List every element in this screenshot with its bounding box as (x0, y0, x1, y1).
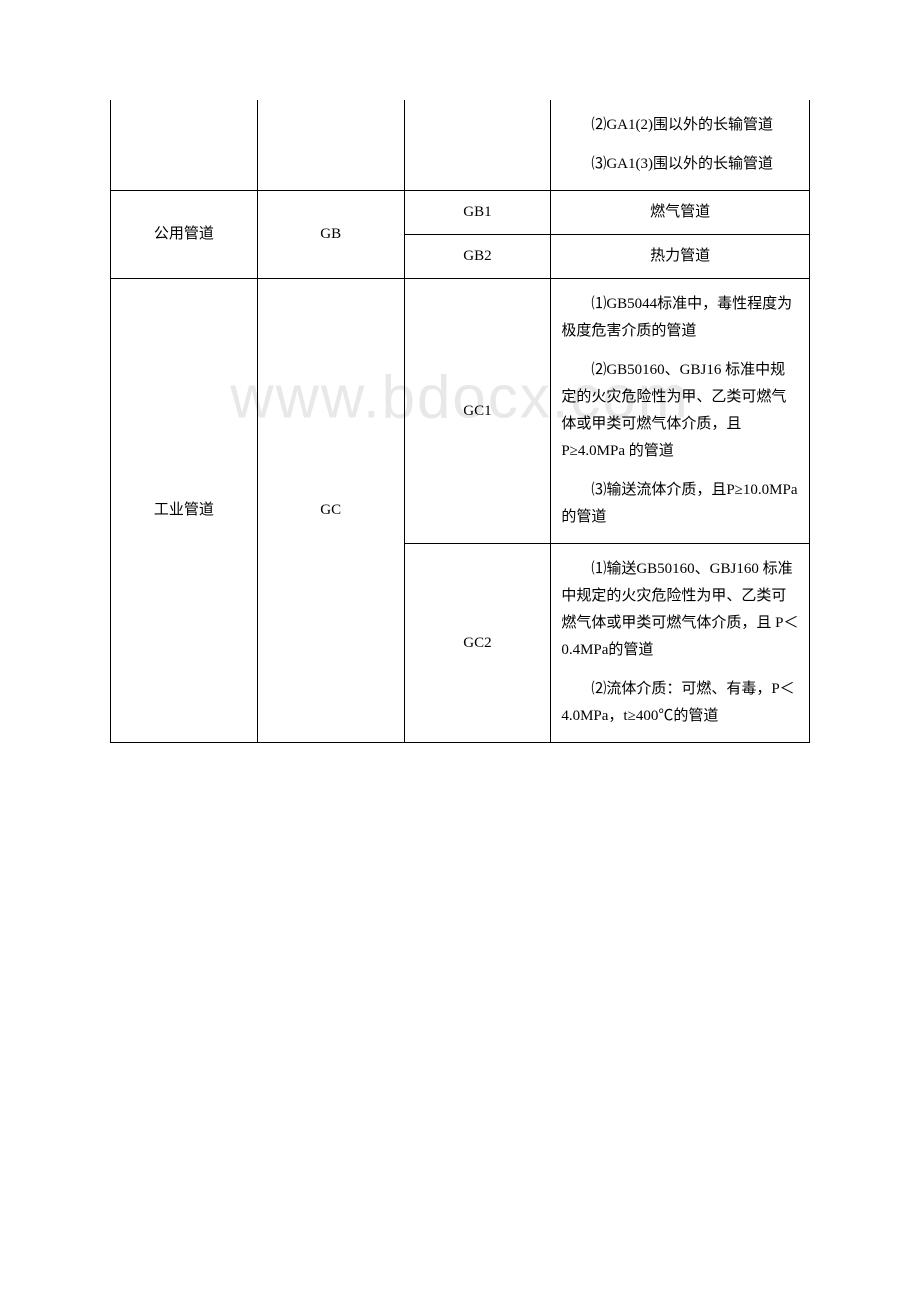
cell-subcode: GC2 (404, 544, 551, 743)
cell-description: ⑴GB5044标准中，毒性程度为极度危害介质的管道 ⑵GB50160、GBJ16… (551, 279, 810, 544)
cell-subcode: GB2 (404, 235, 551, 279)
cell-category: 工业管道 (111, 279, 258, 743)
cell-category (111, 100, 258, 191)
cell-category: 公用管道 (111, 191, 258, 279)
description-item: ⑵流体介质：可燃、有毒，P＜4.0MPa，t≥400℃的管道 (561, 676, 799, 730)
cell-description: ⑴输送GB50160、GBJ160 标准中规定的火灾危险性为甲、乙类可燃气体或甲… (551, 544, 810, 743)
description-item: ⑶GA1(3)围以外的长输管道 (561, 151, 799, 178)
cell-code: GB (257, 191, 404, 279)
cell-subcode: GB1 (404, 191, 551, 235)
table-row: 公用管道 GB GB1 燃气管道 (111, 191, 810, 235)
cell-subcode (404, 100, 551, 191)
cell-subcode: GC1 (404, 279, 551, 544)
description-item: ⑴GB5044标准中，毒性程度为极度危害介质的管道 (561, 291, 799, 345)
cell-description: ⑵GA1(2)围以外的长输管道 ⑶GA1(3)围以外的长输管道 (551, 100, 810, 191)
description-item: ⑵GB50160、GBJ16 标准中规定的火灾危险性为甲、乙类可燃气体或甲类可燃… (561, 357, 799, 465)
table-row: 工业管道 GC GC1 ⑴GB5044标准中，毒性程度为极度危害介质的管道 ⑵G… (111, 279, 810, 544)
cell-description: 热力管道 (551, 235, 810, 279)
description-item: ⑶输送流体介质，且P≥10.0MPa 的管道 (561, 477, 799, 531)
description-item: ⑵GA1(2)围以外的长输管道 (561, 112, 799, 139)
cell-code: GC (257, 279, 404, 743)
cell-description: 燃气管道 (551, 191, 810, 235)
table-row: ⑵GA1(2)围以外的长输管道 ⑶GA1(3)围以外的长输管道 (111, 100, 810, 191)
pipeline-classification-table: ⑵GA1(2)围以外的长输管道 ⑶GA1(3)围以外的长输管道 公用管道 GB … (110, 100, 810, 743)
cell-code (257, 100, 404, 191)
description-item: ⑴输送GB50160、GBJ160 标准中规定的火灾危险性为甲、乙类可燃气体或甲… (561, 556, 799, 664)
